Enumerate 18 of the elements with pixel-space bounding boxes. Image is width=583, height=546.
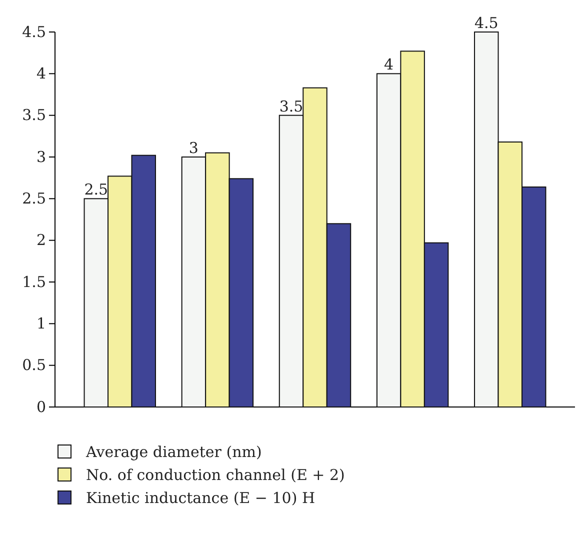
y-tick-label: 0 [36, 398, 46, 416]
y-tick-label: 3 [36, 148, 46, 166]
y-tick-label: 2 [36, 231, 46, 250]
y-tick-label: 4 [36, 64, 46, 82]
data-label: 4 [384, 56, 394, 74]
data-label: 4.5 [474, 14, 498, 32]
legend-label: No. of conduction channel (E + 2) [86, 466, 345, 484]
y-tick-label: 3.5 [22, 106, 46, 124]
y-tick-label: 2.5 [22, 189, 46, 208]
data-label: 2.5 [84, 180, 108, 199]
y-tick-label: 0.5 [22, 356, 46, 374]
legend-label: Average diameter (nm) [85, 443, 262, 461]
y-tick-label: 4.5 [22, 22, 46, 41]
y-tick-label: 1.5 [22, 272, 46, 291]
data-label: 3.5 [279, 97, 304, 116]
y-tick-label: 1 [36, 314, 46, 332]
data-label: 3 [188, 139, 198, 157]
legend-label: Kinetic inductance (E − 10) H [86, 489, 316, 507]
